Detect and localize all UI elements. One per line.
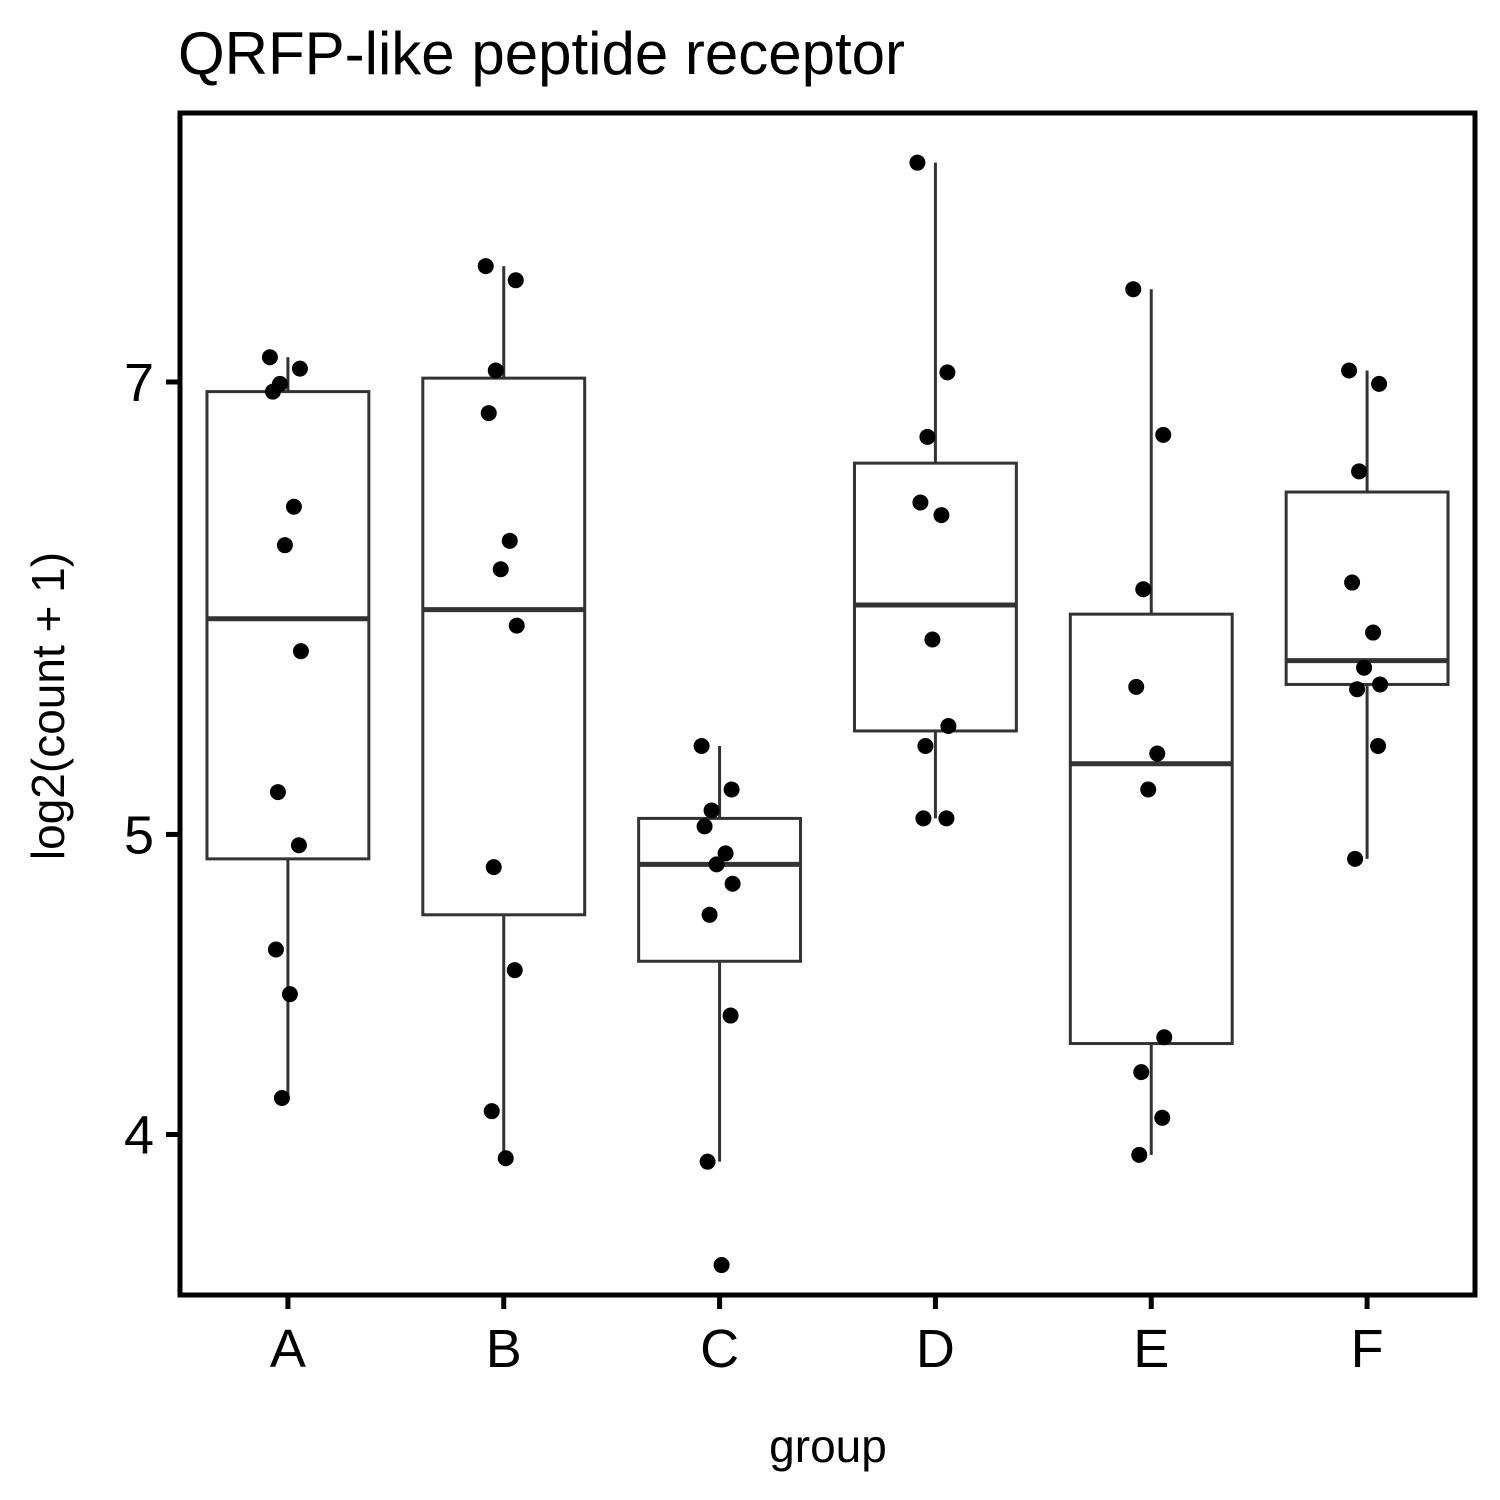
box-c — [637, 745, 803, 1162]
x-tick-label: E — [1133, 1319, 1169, 1379]
data-point-a — [276, 537, 293, 554]
x-tick-label: C — [700, 1319, 739, 1379]
iqr-box-d — [852, 461, 1018, 733]
data-point-d — [940, 717, 957, 734]
boxes-layer — [205, 162, 1450, 1162]
data-point-c — [696, 818, 713, 835]
data-point-f — [1344, 574, 1361, 591]
data-point-f — [1371, 375, 1388, 392]
data-point-b — [480, 405, 497, 422]
box-a — [205, 357, 371, 1099]
x-axis: A B C D E F — [270, 1295, 1384, 1379]
iqr-box-f — [1284, 490, 1450, 686]
data-point-e — [1128, 678, 1145, 695]
y-tick-label: 4 — [124, 1106, 154, 1166]
plot-frame — [177, 110, 1478, 1298]
iqr-box-c — [637, 816, 803, 963]
data-point-d — [917, 737, 934, 754]
box-b — [421, 266, 587, 1159]
data-point-b — [507, 272, 524, 289]
data-point-c — [722, 1007, 739, 1024]
data-point-e — [1154, 1109, 1171, 1126]
data-point-e — [1131, 1146, 1148, 1163]
data-point-d — [938, 810, 955, 827]
data-point-c — [723, 781, 740, 798]
x-axis-label: group — [769, 1420, 887, 1472]
data-point-f — [1370, 737, 1387, 754]
data-point-b — [506, 962, 523, 979]
data-point-c — [717, 845, 734, 862]
data-point-e — [1125, 281, 1142, 298]
iqr-box-a — [205, 390, 371, 861]
x-tick-label: F — [1351, 1319, 1384, 1379]
data-point-d — [915, 810, 932, 827]
data-point-c — [699, 1153, 716, 1170]
data-point-c — [703, 802, 720, 819]
box-d — [852, 162, 1018, 819]
data-point-b — [483, 1103, 500, 1120]
data-point-c — [701, 906, 718, 923]
data-point-e — [1155, 426, 1172, 443]
data-point-b — [508, 617, 525, 634]
x-tick-label: B — [486, 1319, 522, 1379]
box-e — [1068, 289, 1234, 1155]
data-point-f — [1372, 676, 1389, 693]
data-point-d — [933, 507, 950, 524]
data-point-f — [1349, 681, 1366, 698]
data-point-f — [1347, 850, 1364, 867]
data-point-f — [1356, 659, 1373, 676]
data-point-a — [264, 383, 281, 400]
data-point-c — [713, 1257, 730, 1274]
iqr-box-e — [1068, 612, 1234, 1046]
data-point-f — [1351, 463, 1368, 480]
data-point-b — [497, 1150, 514, 1167]
data-point-e — [1135, 581, 1152, 598]
data-point-b — [477, 258, 494, 275]
data-point-d — [912, 494, 929, 511]
box-f — [1284, 370, 1450, 859]
data-point-c — [708, 856, 725, 873]
data-point-f — [1365, 624, 1382, 641]
data-point-b — [487, 362, 504, 379]
data-point-e — [1149, 745, 1166, 762]
data-point-c — [693, 737, 710, 754]
data-point-a — [269, 784, 286, 801]
chart-title: QRFP-like peptide receptor — [178, 20, 905, 87]
iqr-box-b — [421, 376, 587, 917]
data-point-b — [485, 859, 502, 876]
data-point-d — [924, 631, 941, 648]
y-axis-label: log2(count + 1) — [22, 552, 74, 860]
data-point-a — [291, 360, 308, 377]
y-tick-label: 7 — [124, 353, 154, 413]
data-point-b — [501, 532, 518, 549]
data-point-a — [267, 941, 284, 958]
data-point-e — [1140, 781, 1157, 798]
data-point-d — [939, 364, 956, 381]
y-tick-label: 5 — [124, 805, 154, 865]
points-layer — [261, 154, 1389, 1274]
data-point-d — [919, 428, 936, 445]
data-point-b — [492, 561, 509, 578]
data-point-e — [1133, 1064, 1150, 1081]
data-point-a — [285, 498, 302, 515]
x-tick-label: A — [270, 1319, 306, 1379]
x-tick-label: D — [916, 1319, 955, 1379]
data-point-a — [281, 986, 298, 1003]
y-axis: 4 5 7 — [124, 353, 180, 1166]
data-point-e — [1156, 1029, 1173, 1046]
data-point-c — [724, 875, 741, 892]
data-point-a — [290, 837, 307, 854]
data-point-d — [909, 154, 926, 171]
data-point-f — [1341, 362, 1358, 379]
data-point-a — [273, 1090, 290, 1107]
data-point-a — [261, 349, 278, 366]
data-point-a — [292, 643, 309, 660]
